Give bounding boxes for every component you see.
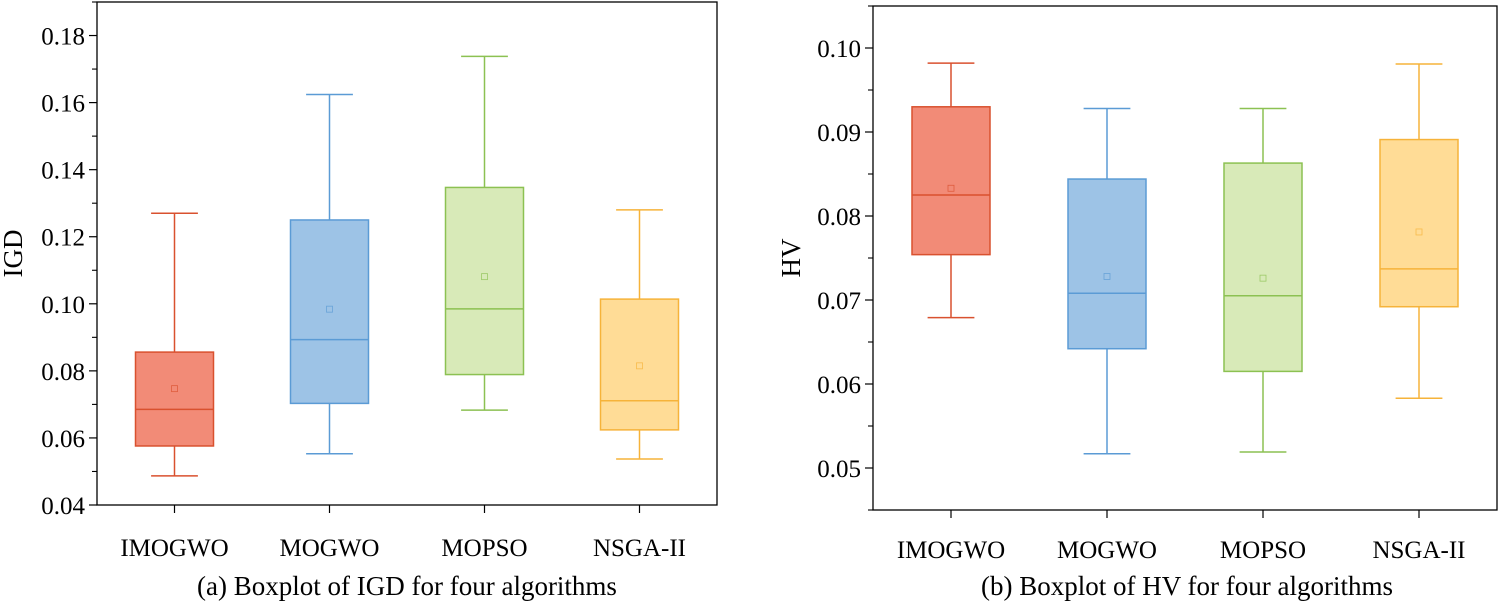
- iqr-box: [134, 351, 215, 447]
- iqr-box: [289, 219, 370, 405]
- mean-marker: [481, 273, 488, 281]
- figure-caption: (b) Boxplot of HV for four algorithms: [981, 571, 1393, 601]
- mean-marker: [171, 385, 178, 393]
- y-axis-title: HV: [776, 238, 806, 277]
- box-imogwo: IMOGWO: [120, 212, 229, 562]
- y-tick-label: 0.05: [817, 456, 861, 483]
- iqr-box: [599, 298, 680, 431]
- mean-marker: [1103, 273, 1111, 280]
- box-mogwo: MOGWO: [280, 93, 380, 562]
- x-category-label: MOGWO: [280, 535, 380, 562]
- y-tick-label: 0.12: [41, 225, 85, 252]
- box-mogwo: MOGWO: [1057, 107, 1157, 564]
- y-tick-label: 0.09: [817, 120, 861, 147]
- hv-boxplot-panel: 0.05 0.06 0.07 0.08 0.09 0.10 HV IMOGWO MOGWO MOP…: [776, 5, 1498, 601]
- iqr-box: [1223, 162, 1303, 373]
- plot-frame: [96, 1, 718, 506]
- x-category-label: MOGWO: [1057, 537, 1157, 564]
- iqr-box: [1067, 178, 1147, 350]
- x-category-label: MOPSO: [441, 535, 527, 562]
- box-nsga-ii: NSGA-II: [593, 209, 686, 562]
- box-mopso: MOPSO: [441, 55, 528, 562]
- y-tick-label: 0.18: [41, 24, 85, 51]
- iqr-box: [1379, 138, 1459, 308]
- y-tick-label: 0.10: [41, 292, 85, 319]
- x-category-label: IMOGWO: [897, 537, 1005, 564]
- y-tick-label: 0.07: [817, 288, 861, 315]
- iqr-box: [444, 186, 525, 376]
- x-category-label: MOPSO: [1220, 537, 1306, 564]
- y-tick-label: 0.14: [41, 158, 85, 185]
- y-tick-label: 0.04: [41, 493, 85, 520]
- mean-marker: [636, 362, 643, 370]
- y-tick-label: 0.06: [817, 372, 861, 399]
- box-nsga-ii: NSGA-II: [1372, 63, 1466, 564]
- y-axis-title: IGD: [0, 230, 28, 278]
- iqr-box: [911, 106, 991, 256]
- y-tick-label: 0.08: [817, 204, 861, 231]
- box-mopso: MOPSO: [1220, 107, 1306, 564]
- y-tick-label: 0.06: [41, 426, 85, 453]
- mean-marker: [1415, 228, 1423, 236]
- y-tick-label: 0.10: [817, 36, 861, 63]
- mean-marker: [947, 184, 955, 192]
- figure-caption: (a) Boxplot of IGD for four algorithms: [197, 571, 617, 601]
- mean-marker: [326, 305, 333, 313]
- box-imogwo: IMOGWO: [897, 62, 1005, 564]
- x-category-label: NSGA-II: [1372, 537, 1465, 564]
- mean-marker: [1259, 274, 1267, 282]
- x-category-label: NSGA-II: [593, 535, 686, 562]
- igd-boxplot-panel: 0.04 0.06 0.08 0.10 0.12 0.14 0.16 0.18 IGD IMOGW…: [0, 1, 718, 601]
- x-category-label: IMOGWO: [120, 535, 228, 562]
- y-tick-label: 0.16: [41, 91, 85, 118]
- y-tick-label: 0.08: [41, 359, 85, 386]
